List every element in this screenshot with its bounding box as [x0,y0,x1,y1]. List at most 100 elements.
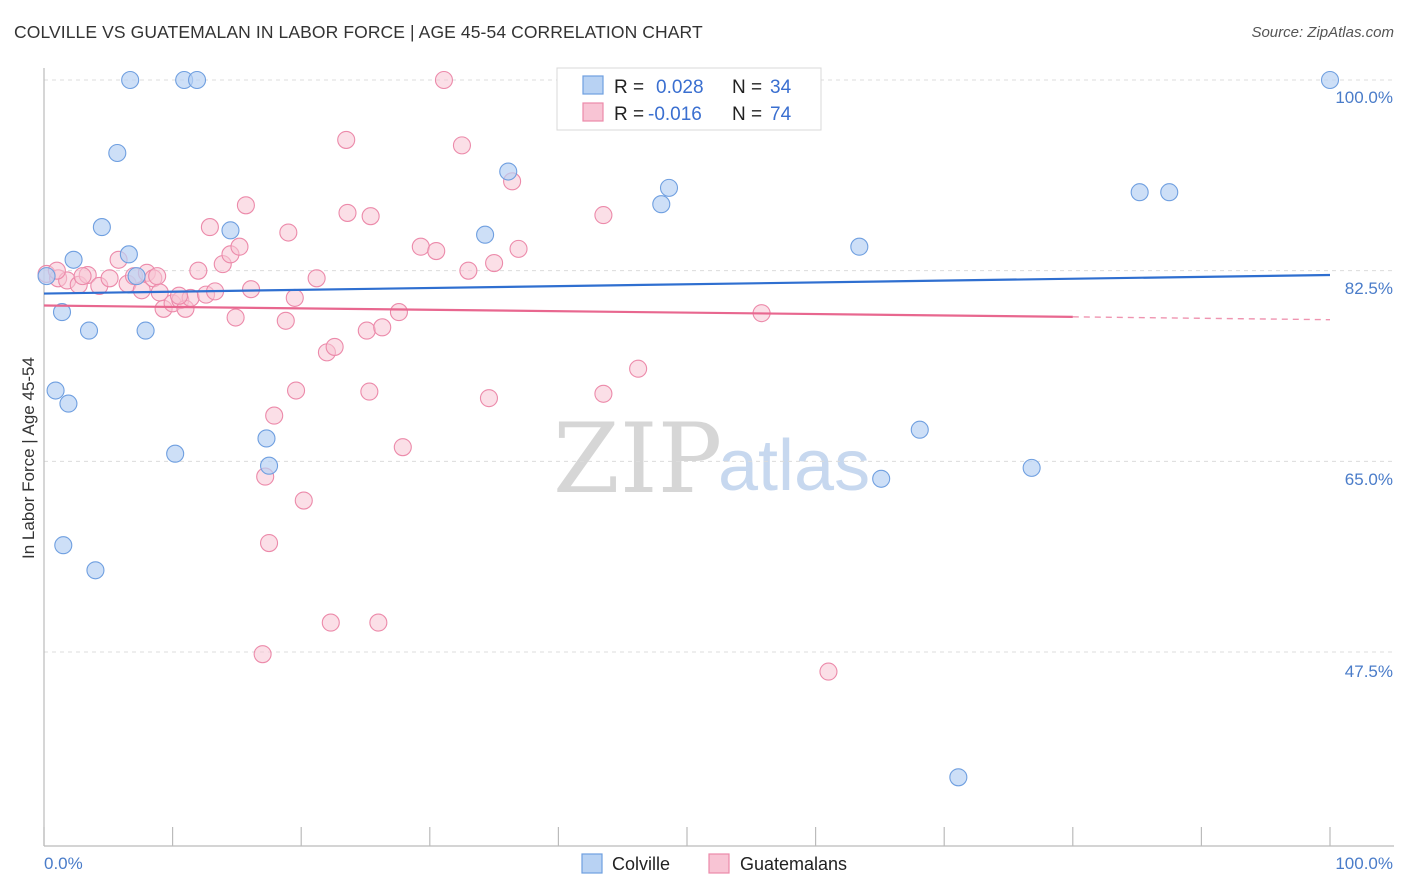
colville-point-20 [476,225,495,244]
colville-point-16 [257,429,276,448]
guatemalan-point-72 [169,286,189,305]
guatemalan-r-label: R = [614,104,644,125]
bottom-legend-colville-swatch [581,853,603,874]
bottom-legend-guatemalans: Guatemalans [740,854,847,874]
guatemalan-point-32 [276,311,295,330]
guatemalan-point-62 [594,384,613,403]
guatemalan-point-59 [509,239,528,258]
guatemalan-point-63 [629,359,648,378]
x-axis-ticks [43,827,1331,846]
bottom-legend-colville: Colville [612,854,670,874]
colville-point-1 [64,250,83,269]
colville-point-13 [136,321,155,340]
gridlines [44,79,1394,653]
colville-point-33 [1320,70,1340,90]
guatemalan-point-55 [459,261,478,280]
colville-point-10 [121,70,140,90]
y-tick-label-82-5: 82.5% [1345,279,1393,298]
guatemalan-point-30 [259,533,279,553]
colville-point-18 [54,536,73,555]
guatemalan-point-48 [373,318,392,337]
colville-swatch [582,75,604,95]
guatemalan-point-42 [337,130,356,149]
colville-point-29 [949,768,968,787]
guatemalan-point-36 [287,381,306,400]
colville-point-21 [499,162,518,181]
guatemalan-trend-line [43,304,1073,318]
guatemalan-point-51 [411,237,430,256]
colville-point-4 [46,381,65,400]
colville-r-value: 0.028 [656,77,704,98]
colville-point-28 [910,420,929,439]
trend-lines [43,273,1331,321]
guatemalan-point-71 [73,267,92,286]
colville-point-32 [1160,183,1179,202]
guatemalan-point-27 [236,196,255,215]
guatemalan-point-52 [427,242,446,261]
guatemalan-point-54 [452,136,472,155]
guatemalan-points [37,70,838,681]
y-tick-label-65: 65.0% [1345,470,1393,489]
colville-trend-line [43,273,1331,295]
guatemalan-point-6 [100,269,119,288]
guatemalan-point-56 [479,389,499,408]
colville-n-value: 34 [770,77,792,98]
x-tick-label-max: 100.0% [1335,854,1393,873]
guatemalan-point-67 [819,662,838,681]
colville-point-2 [52,303,72,322]
guatemalan-swatch [582,102,604,122]
guatemalan-point-47 [369,613,388,632]
colville-point-9 [108,143,127,163]
guatemalan-point-57 [485,253,504,273]
colville-point-15 [221,221,240,240]
colville-point-25 [659,178,679,197]
guatemalan-point-31 [265,406,284,425]
guatemalan-r-value: -0.016 [648,104,702,125]
colville-point-31 [1130,183,1149,202]
guatemalan-point-49 [389,303,408,322]
watermark-zip: ZIP [553,403,722,515]
guatemalan-point-45 [360,382,379,401]
guatemalan-point-61 [594,206,613,225]
stats-legend: R = 0.028 N = 34 R = -0.016 N = 74 [556,67,822,131]
guatemalan-point-19 [189,261,208,280]
colville-point-30 [1022,458,1041,477]
colville-point-27 [872,469,891,488]
colville-point-19 [86,561,105,580]
colville-point-17 [259,456,279,475]
guatemalan-point-28 [241,280,261,299]
colville-point-8 [92,218,111,237]
x-tick-label-min: 0.0% [44,854,83,873]
guatemalan-point-35 [253,645,272,664]
colville-point-24 [652,195,671,214]
colville-point-14 [166,444,185,463]
colville-points [37,70,1340,787]
guatemalan-point-34 [285,288,304,307]
guatemalan-point-73 [148,267,167,286]
guatemalan-point-41 [325,337,344,356]
guatemalan-n-label: N = [732,104,762,125]
guatemalan-point-50 [393,438,412,457]
source-label: Source: ZipAtlas.com [1251,24,1394,41]
colville-point-3 [79,321,99,340]
guatemalan-point-33 [279,223,298,242]
guatemalan-point-46 [361,207,380,226]
colville-point-6 [127,267,146,286]
guatemalan-trend-extension [1072,316,1331,321]
guatemalan-point-44 [357,321,376,340]
guatemalan-point-53 [434,70,453,90]
colville-point-0 [37,267,56,286]
guatemalan-point-38 [307,269,326,288]
bottom-legend: Colville Guatemalans [581,853,847,874]
guatemalan-point-25 [200,218,219,237]
guatemalan-point-24 [226,308,245,327]
guatemalan-point-40 [321,613,340,632]
watermark-atlas: atlas [718,426,870,506]
y-axis-title: In Labor Force | Age 45-54 [19,357,38,559]
bottom-legend-guatemalan-swatch [708,853,730,874]
colville-point-12 [187,70,207,90]
guatemalan-point-43 [338,203,357,222]
y-tick-label-100: 100.0% [1335,88,1393,107]
guatemalan-n-value: 74 [770,104,792,125]
